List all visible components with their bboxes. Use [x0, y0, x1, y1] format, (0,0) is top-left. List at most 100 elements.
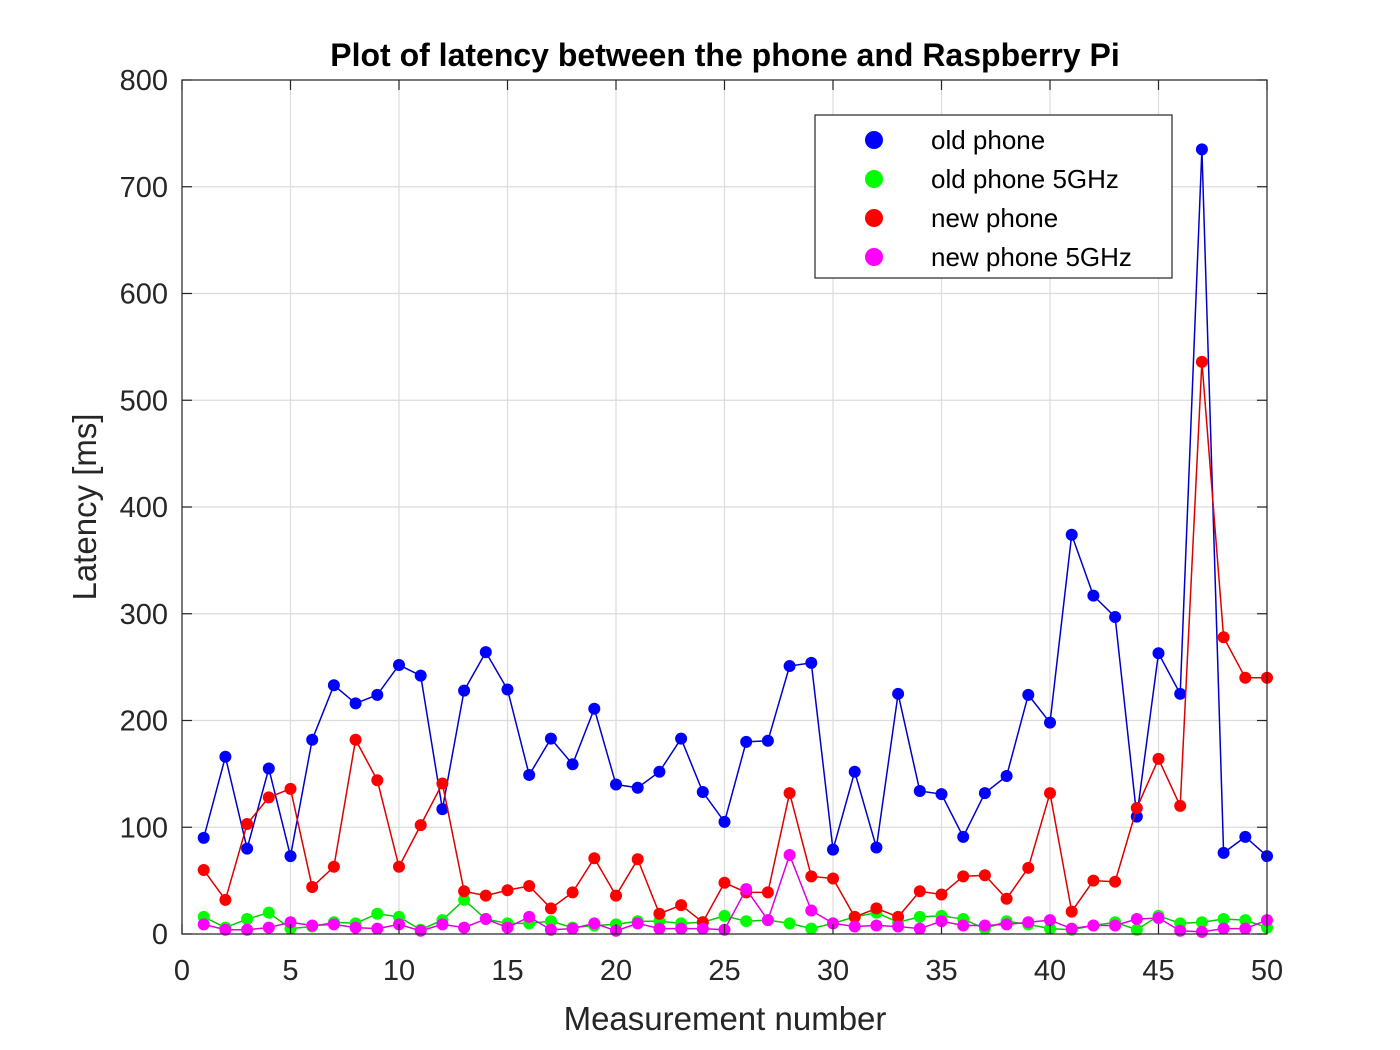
data-point — [436, 777, 449, 790]
data-point — [740, 915, 753, 928]
data-point — [458, 893, 471, 906]
data-point — [219, 893, 232, 906]
data-point — [718, 876, 731, 889]
x-tick-label: 5 — [282, 955, 298, 987]
data-point — [458, 921, 471, 934]
data-point — [306, 733, 319, 746]
data-point — [1044, 914, 1056, 927]
data-point — [805, 656, 818, 669]
data-point — [1152, 647, 1165, 660]
data-point — [241, 818, 254, 831]
y-tick-label: 400 — [120, 492, 168, 524]
data-point — [284, 850, 297, 863]
data-point — [653, 922, 666, 935]
legend-label: old phone — [931, 125, 1045, 155]
data-point — [1109, 610, 1122, 623]
data-point — [1109, 875, 1122, 888]
data-point — [393, 860, 405, 873]
data-point — [1130, 802, 1143, 815]
data-point — [436, 803, 449, 816]
data-point — [1000, 770, 1013, 783]
data-point — [479, 913, 492, 926]
data-point — [783, 917, 796, 930]
data-point — [827, 917, 839, 930]
data-point — [436, 918, 449, 931]
data-point — [371, 922, 384, 935]
data-point — [610, 889, 622, 902]
data-point — [783, 849, 796, 862]
data-point — [957, 919, 970, 932]
legend-marker — [865, 248, 883, 266]
data-point — [1022, 861, 1035, 874]
data-point — [241, 923, 254, 936]
y-tick-label: 600 — [120, 279, 168, 311]
y-tick-label: 200 — [120, 706, 168, 738]
y-axis-label: Latency [ms] — [66, 413, 103, 600]
data-point — [783, 787, 796, 800]
data-point — [935, 915, 948, 928]
data-point — [262, 791, 275, 804]
data-point — [978, 919, 991, 932]
data-point — [870, 902, 883, 915]
data-point — [458, 885, 471, 898]
data-point — [935, 788, 948, 801]
data-point — [262, 921, 275, 934]
data-point — [219, 923, 232, 936]
x-axis-label: Measurement number — [564, 1000, 887, 1037]
data-point — [978, 869, 991, 882]
data-point — [544, 902, 557, 915]
data-point — [1195, 355, 1208, 368]
data-point — [675, 899, 688, 912]
series-2 — [197, 355, 1273, 929]
x-tick-label: 10 — [383, 955, 415, 987]
data-point — [913, 922, 926, 935]
data-point — [414, 819, 427, 832]
data-point — [241, 842, 254, 855]
y-tick-label: 700 — [120, 172, 168, 204]
legend-label: new phone 5GHz — [931, 242, 1132, 272]
data-point — [935, 888, 948, 901]
data-point — [588, 852, 601, 865]
data-point — [197, 863, 210, 876]
data-point — [913, 784, 926, 797]
data-point — [783, 660, 796, 673]
data-point — [1044, 787, 1056, 800]
data-point — [653, 765, 666, 778]
series-line — [203, 361, 1267, 924]
y-tick-label: 300 — [120, 599, 168, 631]
data-point — [327, 679, 340, 692]
series-line — [202, 149, 1268, 857]
data-point — [805, 904, 818, 917]
data-point — [957, 830, 970, 843]
x-tick-label: 30 — [817, 955, 849, 987]
data-point — [957, 870, 970, 883]
data-point — [327, 860, 340, 873]
series-3 — [197, 849, 1273, 938]
data-point — [1174, 799, 1187, 812]
data-point — [588, 702, 601, 715]
data-point — [892, 687, 905, 700]
data-point — [1217, 846, 1230, 859]
data-point — [544, 732, 557, 745]
data-point — [501, 683, 514, 696]
data-point — [1022, 916, 1035, 929]
data-point — [718, 909, 731, 922]
data-point — [1044, 716, 1056, 729]
data-point — [740, 883, 753, 896]
data-point — [696, 786, 709, 799]
data-point — [349, 733, 362, 746]
data-point — [978, 787, 991, 800]
data-point — [306, 881, 319, 894]
data-point — [631, 781, 644, 794]
data-point — [1174, 687, 1187, 700]
data-point — [1217, 913, 1230, 926]
data-point — [588, 917, 601, 930]
data-point — [675, 732, 688, 745]
data-point — [393, 658, 405, 671]
data-point — [1000, 892, 1013, 905]
data-point — [805, 922, 818, 935]
axis-ticks: 0 5 10 15 20 25 30 35 40 45 5001002003004005006007… — [120, 65, 1284, 987]
data-point — [761, 734, 774, 747]
data-point — [241, 913, 254, 926]
